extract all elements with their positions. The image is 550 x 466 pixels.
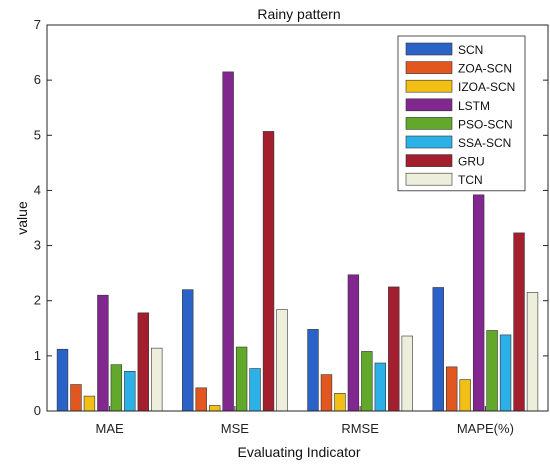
x-tick-label-mape: MAPE(%) xyxy=(457,421,514,436)
bar-zoa-scn-rmse xyxy=(320,374,333,412)
bar-ssa-scn-rmse xyxy=(374,362,387,412)
y-tick-label: 7 xyxy=(34,17,41,32)
legend-swatch-scn xyxy=(405,42,453,56)
bar-lstm-mape xyxy=(472,194,485,412)
legend: SCN ZOA-SCN IZOA-SCN LSTM PSO-SCN SSA-SCN GRU T… xyxy=(397,35,526,192)
legend-swatch-zoa-scn xyxy=(405,61,453,74)
bar-scn-mae xyxy=(56,348,69,412)
legend-swatch-tcn xyxy=(405,172,453,186)
bar-izoa-scn-mse xyxy=(208,405,221,412)
legend-label-izoa-scn: IZOA-SCN xyxy=(458,80,515,94)
bar-izoa-scn-mae xyxy=(83,395,96,412)
bar-ssa-scn-mae xyxy=(124,370,136,412)
bar-lstm-mae xyxy=(97,294,109,412)
legend-label-lstm: LSTM xyxy=(458,99,490,113)
x-tick-label-mse: MSE xyxy=(221,421,250,436)
y-tick-label: 4 xyxy=(34,182,41,197)
bar-lstm-rmse xyxy=(347,274,360,412)
legend-swatch-izoa-scn xyxy=(405,79,453,93)
legend-swatch-lstm xyxy=(405,98,453,112)
ticks-group: 0 1 2 3 4 5 6 7 MAE MSE RMSE MAPE(%) xyxy=(34,17,548,436)
bar-scn-mse xyxy=(182,289,194,412)
bar-tcn-rmse xyxy=(401,335,413,412)
bar-ssa-scn-mape xyxy=(499,334,512,412)
y-axis-title: value xyxy=(14,201,30,235)
bar-izoa-scn-mape xyxy=(459,379,471,412)
y-tick-label: 3 xyxy=(34,238,41,253)
legend-label-gru: GRU xyxy=(458,155,485,169)
legend-label-zoa-scn: ZOA-SCN xyxy=(458,62,512,76)
bar-tcn-mse xyxy=(276,309,288,412)
x-axis-title: Evaluating Indicator xyxy=(238,444,361,460)
bar-gru-rmse xyxy=(388,286,400,412)
bar-tcn-mape xyxy=(526,292,539,412)
bar-zoa-scn-mape xyxy=(446,366,458,412)
y-tick-label: 2 xyxy=(34,293,41,308)
legend-swatch-pso-scn xyxy=(405,117,453,130)
plot-area-frame xyxy=(46,24,549,412)
bar-gru-mae xyxy=(137,312,149,412)
y-tick-label: 6 xyxy=(34,72,41,87)
bar-pso-scn-mae xyxy=(110,364,123,412)
chart-title: Rainy pattern xyxy=(257,6,340,22)
legend-label-pso-scn: PSO-SCN xyxy=(458,117,513,131)
bar-ssa-scn-mse xyxy=(249,368,261,412)
x-tick-label-mae: MAE xyxy=(96,421,125,436)
y-tick-label: 1 xyxy=(34,348,41,363)
bar-gru-mse xyxy=(262,131,275,412)
bars-group xyxy=(56,71,539,412)
bar-zoa-scn-mse xyxy=(195,387,207,412)
legend-label-scn: SCN xyxy=(458,43,483,57)
x-tick-label-rmse: RMSE xyxy=(341,421,379,436)
axes-group xyxy=(46,24,549,412)
y-tick-label: 0 xyxy=(34,403,41,418)
bar-scn-mape xyxy=(432,287,444,412)
legend-swatch-gru xyxy=(405,154,453,167)
legend-label-tcn: TCN xyxy=(458,173,483,187)
bar-gru-mape xyxy=(513,232,525,412)
bar-pso-scn-rmse xyxy=(361,351,373,412)
bar-zoa-scn-mae xyxy=(70,384,82,412)
bar-pso-scn-mse xyxy=(235,346,248,412)
bar-tcn-mae xyxy=(151,347,163,412)
bar-izoa-scn-rmse xyxy=(334,393,346,412)
bar-lstm-mse xyxy=(222,71,234,412)
y-tick-label: 5 xyxy=(34,127,41,142)
bar-scn-rmse xyxy=(307,329,319,412)
legend-swatch-ssa-scn xyxy=(405,135,453,149)
legend-label-ssa-scn: SSA-SCN xyxy=(458,136,511,150)
bar-pso-scn-mape xyxy=(486,330,498,412)
